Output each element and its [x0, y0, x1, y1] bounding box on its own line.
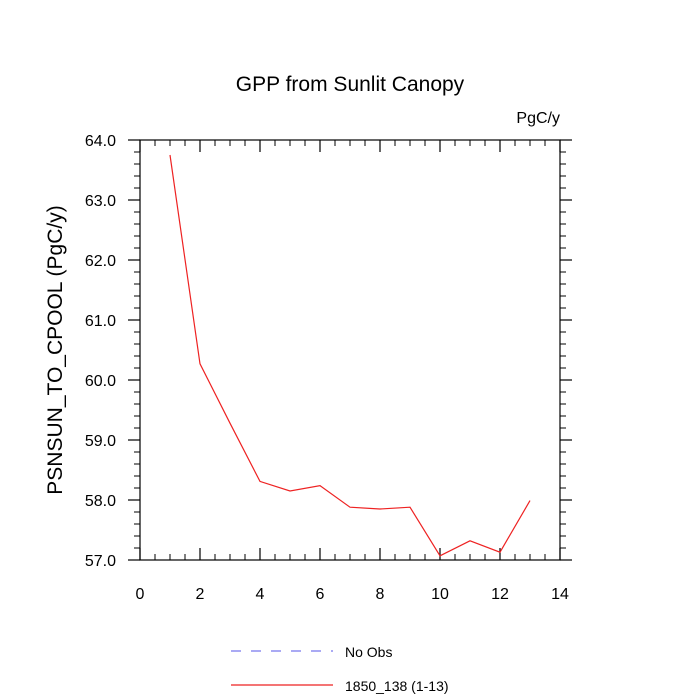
y-tick-label: 60.0 [85, 373, 116, 390]
x-tick-label: 14 [551, 586, 569, 603]
legend-label: 1850_138 (1-13) [345, 678, 449, 694]
chart-title: GPP from Sunlit Canopy [236, 73, 465, 96]
y-tick-label: 57.0 [85, 553, 116, 570]
legend: No Obs 1850_138 (1-13) [231, 644, 449, 694]
axis-layer: 0 2 4 6 8 10 12 14 57.0 58.0 59.0 60.0 61.0 62.0 63.0 6… [85, 133, 572, 603]
legend-label: No Obs [345, 644, 392, 660]
series-layer [169, 154, 531, 557]
y-tick-label: 58.0 [85, 493, 116, 510]
y-axis-label: PSNSUN_TO_CPOOL (PgC/y) [44, 205, 67, 494]
plot-frame [139, 139, 561, 561]
series-line [169, 154, 531, 557]
x-tick-label: 2 [196, 586, 205, 603]
x-tick-label: 10 [431, 586, 449, 603]
x-tick-label: 6 [316, 586, 325, 603]
y-tick-label: 63.0 [85, 193, 116, 210]
x-tick-label: 4 [256, 586, 265, 603]
x-tick-label: 12 [491, 586, 509, 603]
x-tick-label: 0 [136, 586, 145, 603]
y-tick-label: 62.0 [85, 253, 116, 270]
units-label: PgC/y [516, 110, 560, 127]
y-tick-label: 59.0 [85, 433, 116, 450]
y-tick-label: 61.0 [85, 313, 116, 330]
y-tick-label: 64.0 [85, 133, 116, 150]
x-tick-label: 8 [376, 586, 385, 603]
